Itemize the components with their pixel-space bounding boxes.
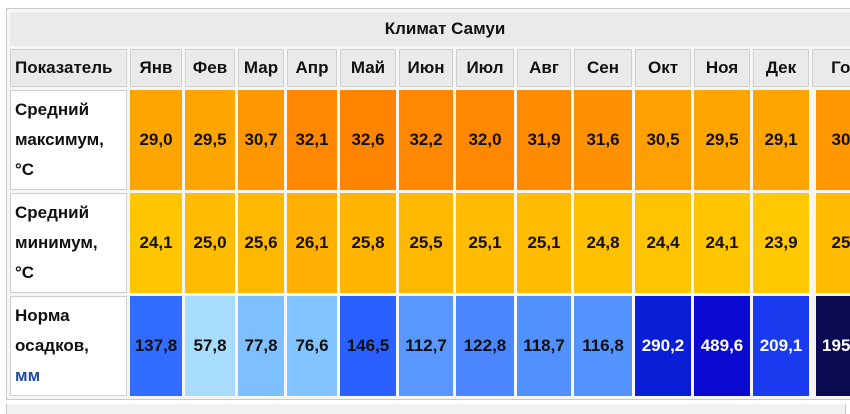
value-cell: 29,1 [753, 90, 809, 190]
value-cell: 32,6 [340, 90, 396, 190]
row-label: Средний минимум, °C [10, 193, 127, 293]
value-cell: 25,8 [340, 193, 396, 293]
row-label-line: осадков, [15, 336, 89, 355]
value-cell: 29,5 [694, 90, 750, 190]
value-cell: 24,1 [694, 193, 750, 293]
row-label: Средний максимум, °C [10, 90, 127, 190]
row-label: Норма осадков, мм [10, 296, 127, 396]
month-header: Апр [287, 49, 337, 87]
month-header: Окт [635, 49, 691, 87]
month-header: Июл [456, 49, 514, 87]
value-cell: 29,0 [130, 90, 182, 190]
value-cell: 30,5 [635, 90, 691, 190]
month-header: Сен [574, 49, 632, 87]
value-cell: 25,6 [238, 193, 284, 293]
header-label: Показатель [10, 49, 127, 87]
row-label-line: Норма [15, 306, 70, 325]
month-header: Июн [399, 49, 453, 87]
value-cell: 118,7 [517, 296, 571, 396]
table-title: Климат Самуи [10, 12, 850, 46]
value-cell: 122,8 [456, 296, 514, 396]
value-cell: 25,1 [517, 193, 571, 293]
value-cell: 209,1 [753, 296, 809, 396]
value-cell: 30,7 [238, 90, 284, 190]
value-cell: 146,5 [340, 296, 396, 396]
value-cell: 31,6 [574, 90, 632, 190]
month-header: Фев [185, 49, 235, 87]
year-value-cell: 30,9 [812, 90, 850, 190]
value-cell: 25,1 [456, 193, 514, 293]
value-cell: 32,2 [399, 90, 453, 190]
year-header: Год [812, 49, 850, 87]
value-cell: 24,8 [574, 193, 632, 293]
row-label-line: минимум, [15, 233, 98, 252]
month-header: Янв [130, 49, 182, 87]
month-header: Май [340, 49, 396, 87]
value-cell: 112,7 [399, 296, 453, 396]
row-label-line: Средний [15, 203, 90, 222]
value-cell: 24,4 [635, 193, 691, 293]
value-cell: 25,0 [185, 193, 235, 293]
value-cell: 77,8 [238, 296, 284, 396]
value-cell: 116,8 [574, 296, 632, 396]
month-header: Мар [238, 49, 284, 87]
row-label-line: °C [15, 263, 35, 282]
row-label-line: максимум, [15, 130, 104, 149]
table-footer-strip [6, 404, 846, 414]
value-cell: 31,9 [517, 90, 571, 190]
value-cell: 23,9 [753, 193, 809, 293]
value-cell: 32,1 [287, 90, 337, 190]
value-cell: 76,6 [287, 296, 337, 396]
month-header: Авг [517, 49, 571, 87]
row-label-line: °C [15, 160, 35, 179]
value-cell: 29,5 [185, 90, 235, 190]
month-header: Дек [753, 49, 809, 87]
year-value-cell: 1956,4 [812, 296, 850, 396]
value-cell: 26,1 [287, 193, 337, 293]
month-header: Ноя [694, 49, 750, 87]
value-cell: 24,1 [130, 193, 182, 293]
value-cell: 32,0 [456, 90, 514, 190]
value-cell: 290,2 [635, 296, 691, 396]
row-label-line[interactable]: мм [15, 366, 41, 385]
value-cell: 25,5 [399, 193, 453, 293]
value-cell: 489,6 [694, 296, 750, 396]
value-cell: 57,8 [185, 296, 235, 396]
value-cell: 137,8 [130, 296, 182, 396]
climate-table: Климат Самуи Показатель Янв Фев Мар Апр Май И… [6, 8, 850, 400]
year-value-cell: 25,0 [812, 193, 850, 293]
row-label-line: Средний [15, 100, 90, 119]
